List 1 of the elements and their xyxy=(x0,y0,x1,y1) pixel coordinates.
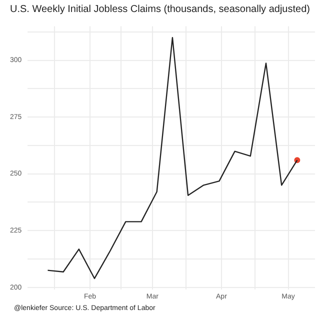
chart-title: U.S. Weekly Initial Jobless Claims (thousands, seasonally adjusted) xyxy=(9,4,311,15)
